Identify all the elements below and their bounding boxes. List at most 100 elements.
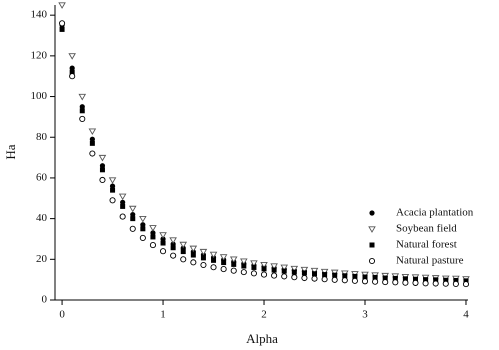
- point: [59, 20, 66, 27]
- point: [150, 234, 156, 240]
- point: [250, 270, 257, 277]
- point: [271, 267, 277, 273]
- point: [88, 128, 97, 136]
- point: [240, 269, 247, 276]
- point: [382, 279, 389, 286]
- point: [69, 69, 75, 75]
- legend-label: Natural pasture: [396, 255, 464, 267]
- legend-label: Soybean field: [396, 223, 457, 235]
- point: [89, 136, 95, 142]
- x-tick-label: 0: [59, 309, 65, 321]
- point: [301, 274, 308, 282]
- point: [240, 258, 248, 266]
- x-tick-label: 2: [261, 309, 267, 321]
- point: [98, 154, 107, 162]
- legend-marker: [369, 210, 375, 216]
- point: [361, 278, 369, 285]
- point: [169, 237, 177, 244]
- point: [120, 199, 126, 205]
- point: [129, 225, 136, 232]
- point: [321, 276, 328, 283]
- point: [270, 263, 278, 270]
- point: [59, 26, 65, 32]
- point: [79, 115, 86, 122]
- point: [160, 240, 166, 246]
- point: [241, 263, 247, 269]
- point: [452, 280, 459, 287]
- point: [372, 278, 379, 285]
- y-tick-label: 20: [36, 253, 48, 265]
- point: [251, 264, 257, 270]
- point: [68, 53, 76, 60]
- point: [149, 225, 157, 232]
- point: [170, 245, 176, 251]
- point: [140, 226, 146, 232]
- y-tick-label: 140: [31, 9, 48, 21]
- point: [230, 267, 237, 274]
- point: [211, 257, 217, 263]
- point: [443, 277, 449, 283]
- point: [190, 259, 197, 266]
- point: [58, 2, 66, 9]
- point: [442, 280, 449, 287]
- point: [462, 281, 470, 288]
- point: [159, 232, 167, 239]
- point: [392, 279, 399, 286]
- point: [209, 251, 218, 259]
- point: [120, 203, 126, 209]
- point: [341, 277, 348, 284]
- point: [79, 104, 85, 110]
- point: [291, 269, 297, 275]
- legend-marker: [368, 226, 376, 233]
- x-axis-label: Alpha: [246, 331, 278, 346]
- point: [150, 230, 156, 236]
- point: [108, 177, 117, 184]
- point: [422, 280, 429, 287]
- point: [332, 272, 338, 278]
- point: [180, 249, 186, 255]
- point: [322, 272, 328, 278]
- point: [402, 276, 408, 282]
- point: [149, 242, 156, 249]
- point: [180, 256, 187, 263]
- point: [109, 197, 116, 204]
- point: [160, 236, 166, 242]
- point: [362, 274, 368, 280]
- point: [331, 276, 338, 283]
- point: [78, 93, 87, 101]
- y-tick-label: 0: [42, 294, 48, 306]
- point: [310, 267, 319, 275]
- point: [311, 275, 318, 282]
- x-tick-label: 4: [463, 309, 469, 321]
- point: [119, 213, 126, 220]
- point: [463, 278, 469, 284]
- point: [231, 261, 237, 267]
- y-tick-label: 120: [31, 49, 48, 61]
- point: [89, 150, 96, 157]
- point: [221, 260, 227, 266]
- point: [402, 279, 409, 286]
- point: [99, 176, 106, 184]
- point: [200, 255, 206, 261]
- point: [170, 252, 177, 259]
- point: [69, 65, 75, 71]
- point: [423, 277, 429, 283]
- point: [99, 163, 106, 169]
- point: [301, 270, 307, 276]
- point: [261, 266, 267, 272]
- point: [412, 279, 419, 286]
- point: [250, 260, 258, 267]
- point: [291, 274, 298, 281]
- point: [139, 215, 147, 223]
- point: [352, 273, 358, 279]
- legend-marker: [368, 257, 376, 265]
- point: [372, 274, 378, 280]
- y-tick-label: 100: [31, 90, 48, 102]
- point: [128, 205, 137, 213]
- point: [139, 234, 146, 241]
- y-tick-label: 80: [36, 131, 48, 143]
- point: [210, 264, 217, 271]
- point: [110, 187, 116, 193]
- y-axis-label: Ha: [3, 144, 18, 159]
- point: [109, 183, 116, 189]
